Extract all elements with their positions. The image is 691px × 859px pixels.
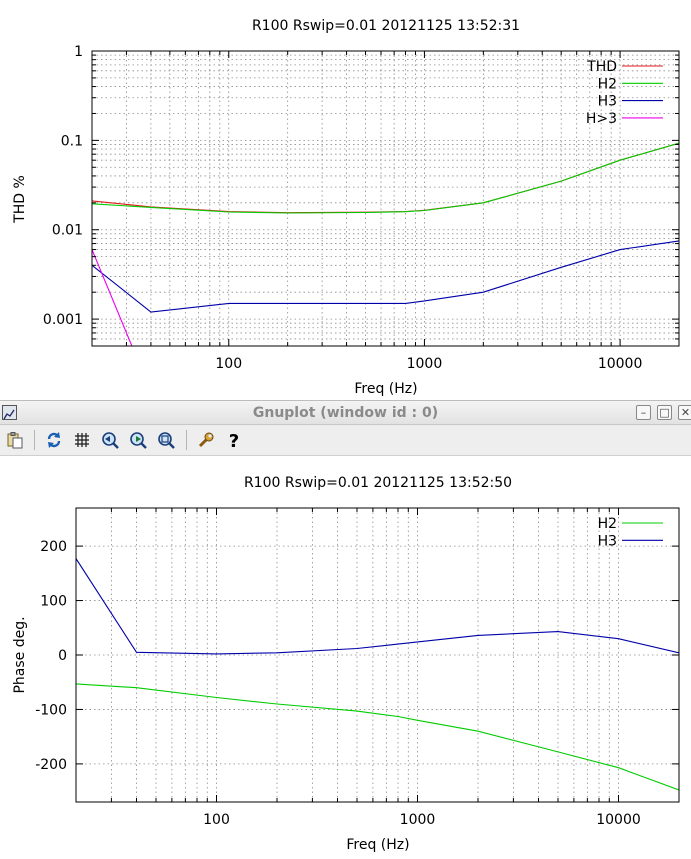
x-tick-label: 100 bbox=[215, 356, 242, 372]
y-tick-label: 200 bbox=[40, 539, 67, 555]
maximize-button[interactable]: □ bbox=[657, 405, 672, 420]
phase-chart: R100 Rswip=0.01 20121125 13:52:50 Phase … bbox=[12, 475, 680, 853]
copy-clipboard-icon[interactable] bbox=[6, 431, 24, 449]
toolbar: ? bbox=[0, 425, 691, 456]
window-title: Gnuplot (window id : 0) bbox=[252, 405, 439, 421]
legend-label: H3 bbox=[598, 533, 617, 549]
x-tick-label: 10000 bbox=[596, 812, 641, 828]
legend-label: H2 bbox=[598, 516, 617, 532]
y-tick-label: 1 bbox=[74, 44, 83, 60]
toolbar-separator bbox=[186, 430, 187, 450]
svg-text:?: ? bbox=[229, 431, 239, 449]
y-tick-label: 100 bbox=[40, 594, 67, 610]
chart-title: R100 Rswip=0.01 20121125 13:52:31 bbox=[252, 18, 520, 34]
series-line-h3 bbox=[76, 558, 679, 655]
series-line-h3 bbox=[92, 240, 679, 313]
x-axis-label: Freq (Hz) bbox=[354, 381, 417, 397]
previous-zoom-icon[interactable] bbox=[101, 431, 119, 449]
plot-frame bbox=[91, 50, 680, 347]
toolbar-separator bbox=[34, 430, 35, 450]
series-line-h2 bbox=[76, 683, 679, 791]
chart-title: R100 Rswip=0.01 20121125 13:52:50 bbox=[244, 475, 512, 491]
y-tick-label: 0.1 bbox=[61, 133, 83, 149]
autoscale-icon[interactable] bbox=[157, 431, 175, 449]
minimize-button[interactable]: – bbox=[636, 405, 651, 420]
y-axis-label: Phase deg. bbox=[12, 616, 28, 693]
y-tick-label: 0 bbox=[58, 648, 67, 664]
window-titlebar[interactable]: Gnuplot (window id : 0) – □ ✕ bbox=[0, 400, 691, 425]
x-axis-label: Freq (Hz) bbox=[346, 837, 409, 853]
series-line-thd bbox=[92, 142, 679, 214]
legend-label: H3 bbox=[598, 94, 617, 110]
help-icon[interactable]: ? bbox=[225, 431, 243, 452]
x-tick-label: 1000 bbox=[407, 356, 443, 372]
grid-icon[interactable] bbox=[73, 431, 91, 449]
legend-label: H>3 bbox=[586, 111, 617, 127]
thd-chart: R100 Rswip=0.01 20121125 13:52:31 THD % … bbox=[12, 18, 680, 397]
legend-label: H2 bbox=[598, 76, 617, 92]
y-tick-label: -200 bbox=[35, 757, 67, 773]
y-tick-label: 0.001 bbox=[43, 312, 83, 328]
close-button[interactable]: ✕ bbox=[678, 405, 691, 420]
x-tick-label: 1000 bbox=[400, 812, 436, 828]
x-tick-label: 10000 bbox=[598, 356, 643, 372]
replot-icon[interactable] bbox=[45, 431, 63, 449]
next-zoom-icon[interactable] bbox=[129, 431, 147, 449]
x-tick-label: 100 bbox=[203, 812, 230, 828]
gnuplot-app-icon bbox=[2, 405, 17, 420]
y-tick-label: -100 bbox=[35, 702, 67, 718]
y-tick-label: 0.01 bbox=[52, 223, 83, 239]
series-line-h-3 bbox=[92, 249, 133, 346]
series-line-h2 bbox=[92, 142, 679, 214]
legend-label: THD bbox=[586, 59, 617, 75]
settings-wrench-icon[interactable] bbox=[197, 431, 215, 449]
y-axis-label: THD % bbox=[12, 175, 28, 224]
